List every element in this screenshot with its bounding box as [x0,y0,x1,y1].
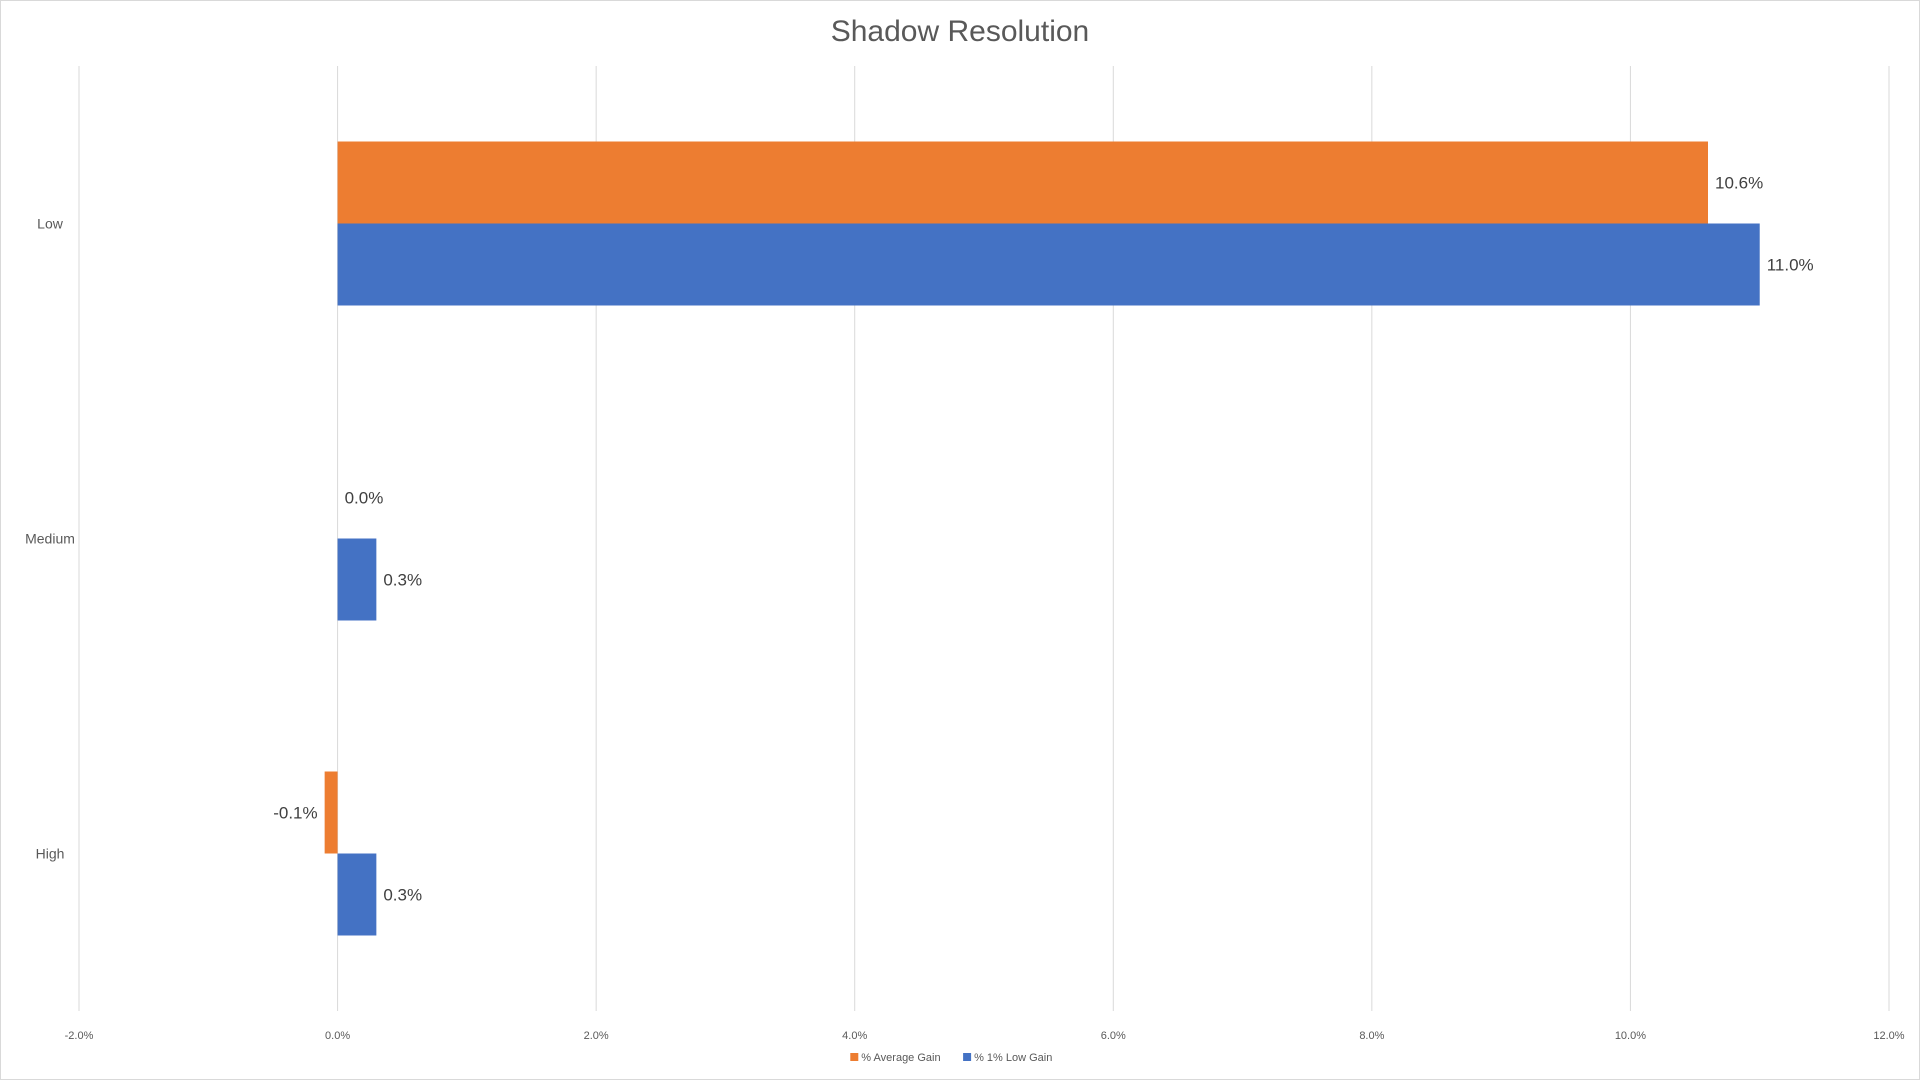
legend-swatch [963,1053,972,1061]
legend-swatch [850,1053,859,1061]
data-label: 0.3% [383,571,422,590]
bars [324,141,1760,936]
x-tick-label: 12.0% [1873,1030,1904,1042]
data-label: 10.6% [1715,174,1763,193]
x-tick-label: 4.0% [842,1030,867,1042]
legend: % Average Gain % 1% Low Gain [850,1052,1052,1064]
bar-1-low-gain [337,853,377,936]
category-label: Medium [25,531,75,547]
x-tick-label: 8.0% [1359,1030,1384,1042]
bar-1-low-gain [337,538,377,621]
axis-labels: -2.0% 0.0% 2.0% 4.0% 6.0% 8.0% 10.0% 12.0% Low Me… [25,216,1905,1043]
data-label: -0.1% [273,804,317,823]
category-label: Low [37,216,64,232]
chart-title: Shadow Resolution [831,15,1090,48]
x-tick-label: 10.0% [1615,1030,1646,1042]
legend-label: % Average Gain [861,1052,940,1064]
data-labels: 10.6% 11.0% 0.0% 0.3% -0.1% 0.3% [273,174,1813,905]
category-label: High [36,846,65,862]
data-label: 0.0% [345,489,384,508]
bar-average-gain [337,141,1709,224]
x-tick-label: -2.0% [65,1030,94,1042]
data-label: 11.0% [1767,256,1814,275]
bar-1-low-gain [337,223,1760,306]
x-tick-label: 2.0% [584,1030,609,1042]
data-label: 0.3% [383,886,422,905]
legend-label: % 1% Low Gain [974,1052,1052,1064]
x-tick-label: 0.0% [325,1030,350,1042]
bar-average-gain [324,771,338,854]
x-tick-label: 6.0% [1101,1030,1126,1042]
